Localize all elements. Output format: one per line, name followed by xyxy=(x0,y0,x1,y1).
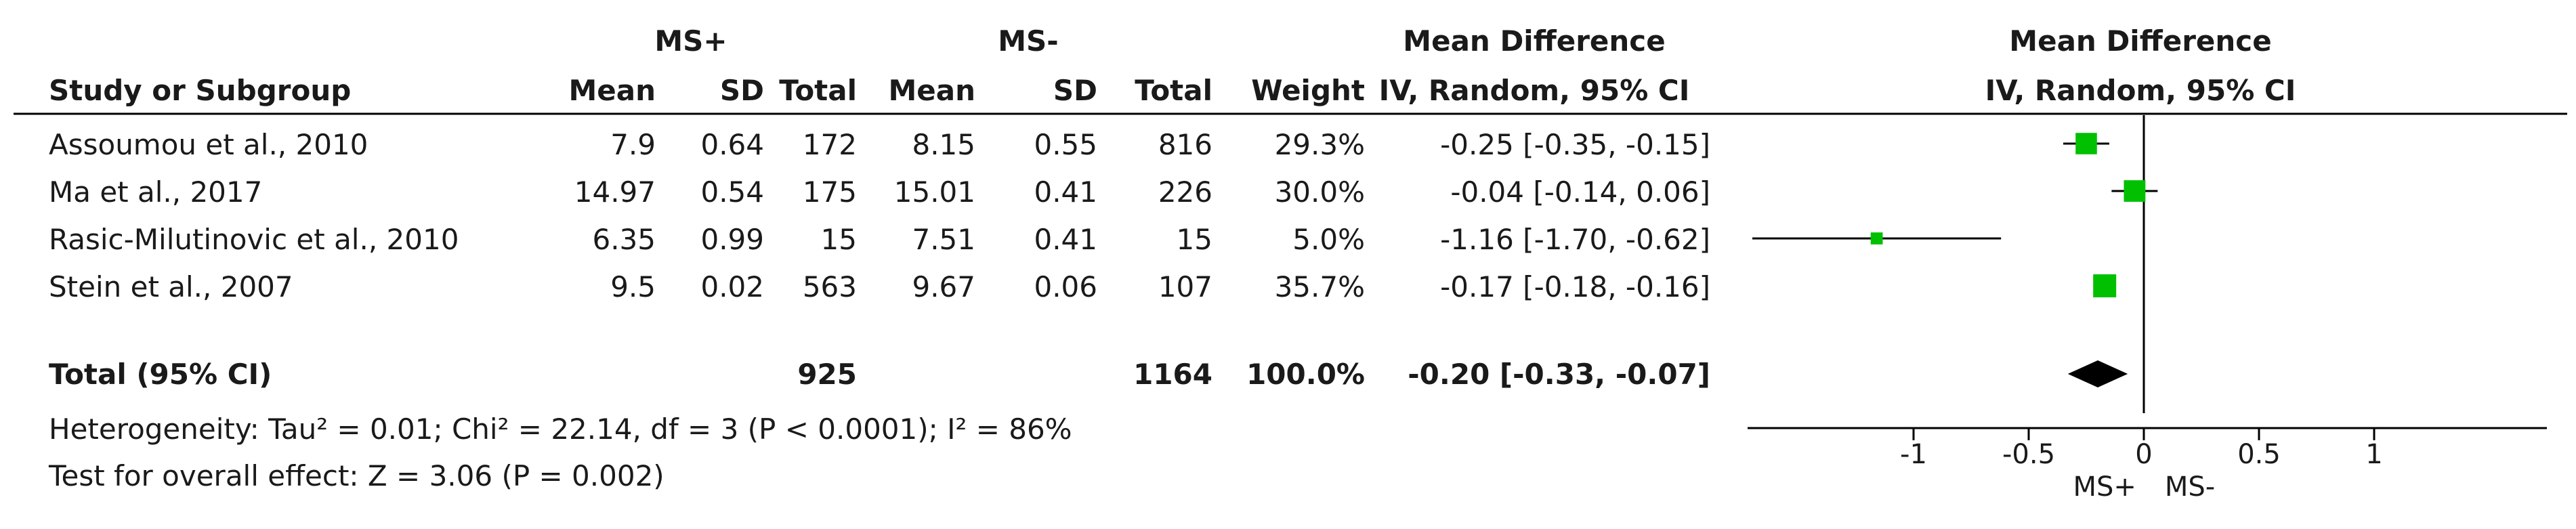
mean1-column-header: Mean xyxy=(568,74,656,107)
total-row: Total (95% CI) 925 1164 100.0% -0.20 [-0… xyxy=(49,358,1710,391)
mean2-cell: 7.51 xyxy=(912,223,975,256)
mean2-cell: 9.67 xyxy=(912,270,975,303)
total2-cell: 816 xyxy=(1158,128,1212,161)
ci-cell: -0.04 [-0.14, 0.06] xyxy=(1450,175,1710,209)
md-title-header: Mean Difference xyxy=(1403,24,1665,58)
sd2-cell: 0.41 xyxy=(1034,175,1097,209)
sd2-cell: 0.06 xyxy=(1034,270,1097,303)
effect-size-marker xyxy=(2093,274,2117,297)
total2-cell: 15 xyxy=(1177,223,1212,256)
x-axis-ticks: -1 -0.5 0 0.5 1 xyxy=(1900,428,2383,470)
plot-title-header: Mean Difference xyxy=(2009,24,2271,58)
mean2-cell: 8.15 xyxy=(912,128,975,161)
ci-cell: -0.25 [-0.35, -0.15] xyxy=(1440,128,1710,161)
sd1-column-header: SD xyxy=(720,74,764,107)
group1-header: MS+ xyxy=(654,24,727,58)
sd2-column-header: SD xyxy=(1053,74,1097,107)
study-column-header: Study or Subgroup xyxy=(49,74,351,107)
ci-cell: -1.16 [-1.70, -0.62] xyxy=(1440,223,1710,256)
total-n1: 925 xyxy=(797,358,857,391)
sd2-cell: 0.41 xyxy=(1034,223,1097,256)
heterogeneity-text: Heterogeneity: Tau² = 0.01; Chi² = 22.14… xyxy=(49,412,1072,446)
total-n2: 1164 xyxy=(1133,358,1212,391)
study-name: Assoumou et al., 2010 xyxy=(49,128,368,161)
sd1-cell: 0.64 xyxy=(700,128,764,161)
sd1-cell: 0.54 xyxy=(700,175,764,209)
weight-cell: 29.3% xyxy=(1275,128,1365,161)
effect-size-marker xyxy=(2075,133,2097,154)
ci-cell: -0.17 [-0.18, -0.16] xyxy=(1440,270,1710,303)
study-name: Ma et al., 2017 xyxy=(49,175,262,209)
total1-cell: 172 xyxy=(803,128,857,161)
sd1-cell: 0.02 xyxy=(700,270,764,303)
overall-effect-text: Test for overall effect: Z = 3.06 (P = 0… xyxy=(48,459,664,492)
favours-right-label: MS- xyxy=(2165,471,2215,503)
study-name: Rasic-Milutinovic et al., 2010 xyxy=(49,223,459,256)
plot-method-header: IV, Random, 95% CI xyxy=(1985,74,2296,107)
mean1-cell: 7.9 xyxy=(610,128,656,161)
total-weight: 100.0% xyxy=(1246,358,1365,391)
weight-cell: 35.7% xyxy=(1275,270,1365,303)
study-markers xyxy=(1752,133,2158,387)
x-tick-label: 0 xyxy=(2135,439,2152,470)
total2-cell: 226 xyxy=(1158,175,1212,209)
total2-column-header: Total xyxy=(1135,74,1212,107)
total-ci: -0.20 [-0.33, -0.07] xyxy=(1408,358,1710,391)
weight-cell: 5.0% xyxy=(1292,223,1365,256)
md-method-header: IV, Random, 95% CI xyxy=(1379,74,1690,107)
x-tick-label: -0.5 xyxy=(2002,439,2055,470)
study-row: Assoumou et al., 2010 7.9 0.64 172 8.15 … xyxy=(49,128,1710,161)
study-row: Stein et al., 2007 9.5 0.02 563 9.67 0.0… xyxy=(49,270,1710,303)
weight-cell: 30.0% xyxy=(1275,175,1365,209)
pooled-effect-diamond xyxy=(2067,360,2128,387)
mean2-cell: 15.01 xyxy=(894,175,975,209)
study-name: Stein et al., 2007 xyxy=(49,270,293,303)
weight-column-header: Weight xyxy=(1251,74,1365,107)
total-label: Total (95% CI) xyxy=(49,358,272,391)
total1-cell: 15 xyxy=(821,223,857,256)
x-tick-label: 1 xyxy=(2365,439,2382,470)
effect-size-marker xyxy=(2124,180,2146,202)
mean1-cell: 14.97 xyxy=(574,175,656,209)
group2-header: MS- xyxy=(998,24,1058,58)
sd1-cell: 0.99 xyxy=(700,223,764,256)
study-row: Rasic-Milutinovic et al., 2010 6.35 0.99… xyxy=(49,223,1710,256)
total1-cell: 175 xyxy=(803,175,857,209)
x-tick-label: 0.5 xyxy=(2237,439,2281,470)
total1-column-header: Total xyxy=(779,74,857,107)
sd2-cell: 0.55 xyxy=(1034,128,1097,161)
forest-plot: -1 -0.5 0 0.5 1 MS+ MS- xyxy=(1748,115,2547,503)
total1-cell: 563 xyxy=(803,270,857,303)
effect-size-marker xyxy=(1870,232,1883,245)
study-row: Ma et al., 2017 14.97 0.54 175 15.01 0.4… xyxy=(49,175,1710,209)
mean1-cell: 9.5 xyxy=(610,270,656,303)
total2-cell: 107 xyxy=(1158,270,1212,303)
x-tick-label: -1 xyxy=(1900,439,1927,470)
mean1-cell: 6.35 xyxy=(592,223,656,256)
mean2-column-header: Mean xyxy=(888,74,975,107)
favours-left-label: MS+ xyxy=(2073,471,2136,503)
